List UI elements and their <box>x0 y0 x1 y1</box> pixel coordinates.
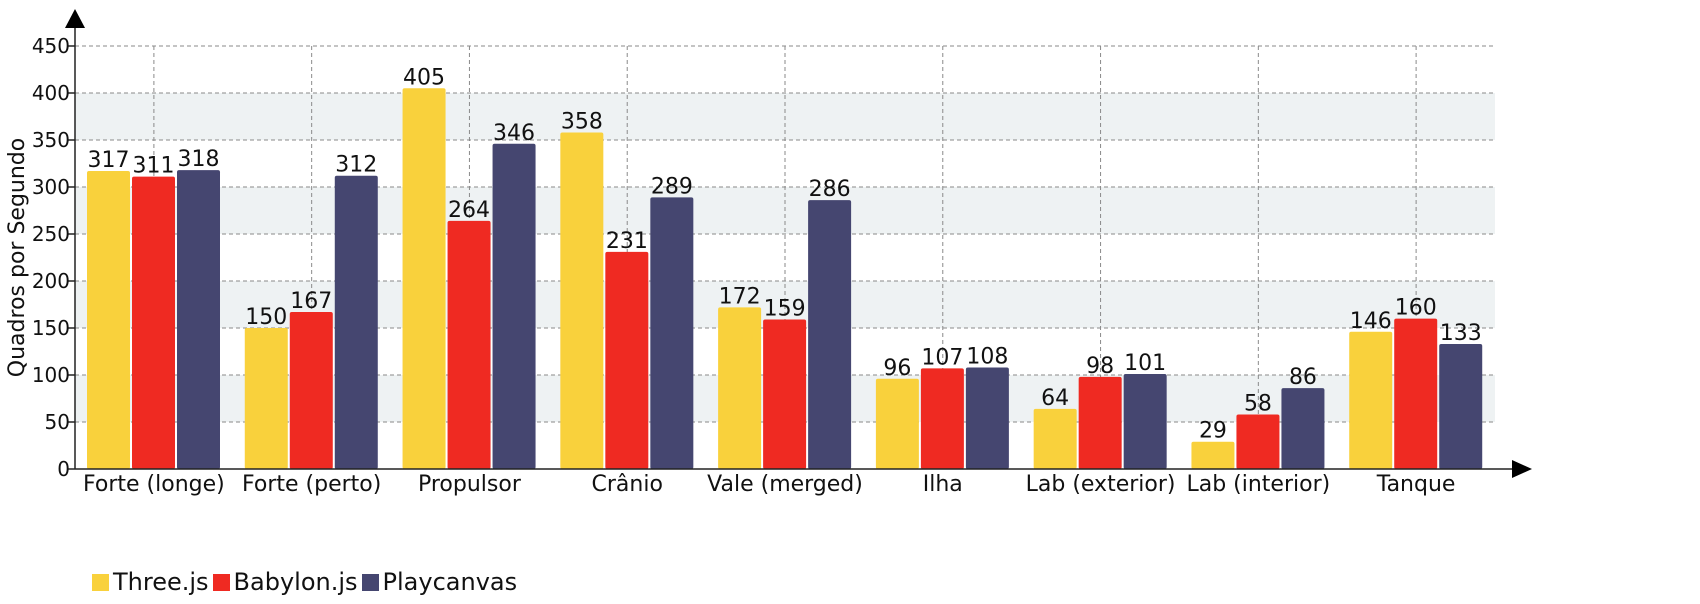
data-label-three-js-vale-merged: 172 <box>719 284 761 309</box>
bar-three-js-lab-exterior <box>1033 408 1077 469</box>
bar-babylon-js-cranio <box>605 251 649 469</box>
bar-babylon-js-lab-exterior <box>1078 376 1122 469</box>
data-label-three-js-forte-perto: 150 <box>245 305 287 330</box>
bar-playcanvas-lab-interior <box>1281 388 1325 469</box>
bar-playcanvas-vale-merged <box>808 200 852 469</box>
y-tick-label: 200 <box>32 269 70 293</box>
data-label-three-js-ilha: 96 <box>883 356 911 381</box>
bar-three-js-propulsor <box>402 88 446 470</box>
y-tick-label: 100 <box>32 363 70 387</box>
bar-playcanvas-cranio <box>650 197 694 469</box>
data-label-babylon-js-forte-perto: 167 <box>290 289 332 314</box>
data-label-babylon-js-lab-exterior: 98 <box>1086 354 1114 379</box>
legend-label-playcanvas: Playcanvas <box>382 568 518 596</box>
data-label-babylon-js-lab-interior: 58 <box>1244 391 1272 416</box>
bar-babylon-js-forte-perto <box>289 312 333 469</box>
legend-item-playcanvas: Playcanvas <box>361 568 518 596</box>
data-label-babylon-js-tanque: 160 <box>1395 296 1437 321</box>
data-label-three-js-cranio: 358 <box>561 109 603 134</box>
y-tick-label: 150 <box>32 316 70 340</box>
data-label-babylon-js-cranio: 231 <box>606 229 648 254</box>
data-label-babylon-js-ilha: 107 <box>921 345 963 370</box>
y-axis-title: Quadros por Segundo <box>5 138 30 377</box>
bar-three-js-tanque <box>1349 331 1393 469</box>
x-category-label-lab-interior: Lab (interior) <box>1186 472 1330 497</box>
bar-playcanvas-forte-longe <box>177 170 220 469</box>
data-label-playcanvas-lab-interior: 86 <box>1289 365 1317 390</box>
bar-three-js-forte-longe <box>87 171 130 469</box>
bar-playcanvas-lab-exterior <box>1123 374 1167 469</box>
bar-three-js-ilha <box>875 378 919 469</box>
bar-babylon-js-propulsor <box>447 220 491 469</box>
data-label-playcanvas-forte-longe: 318 <box>178 147 220 172</box>
data-label-babylon-js-propulsor: 264 <box>448 198 490 223</box>
y-tick-label: 0 <box>57 457 70 481</box>
data-label-babylon-js-forte-longe: 311 <box>133 154 175 179</box>
bar-babylon-js-vale-merged <box>763 319 807 469</box>
y-tick-label: 250 <box>32 222 70 246</box>
data-label-three-js-tanque: 146 <box>1350 309 1392 334</box>
data-label-babylon-js-vale-merged: 159 <box>764 297 806 322</box>
y-tick-label: 450 <box>32 34 70 58</box>
data-label-playcanvas-vale-merged: 286 <box>809 177 851 202</box>
bar-babylon-js-ilha <box>920 368 964 469</box>
data-label-three-js-lab-interior: 29 <box>1199 419 1227 444</box>
x-category-label-cranio: Crânio <box>592 472 663 497</box>
legend-label-babylonjs: Babylon.js <box>233 568 358 596</box>
x-category-label-forte-perto: Forte (perto) <box>242 472 381 497</box>
bar-playcanvas-propulsor <box>492 143 536 469</box>
legend-label-threejs: Three.js <box>113 568 209 596</box>
y-axis-arrow-icon <box>65 9 85 28</box>
data-label-playcanvas-cranio: 289 <box>651 174 693 199</box>
bar-babylon-js-tanque <box>1394 318 1438 469</box>
x-axis-arrow-icon <box>1512 460 1532 478</box>
x-category-label-vale-merged: Vale (merged) <box>707 472 863 497</box>
data-label-three-js-lab-exterior: 64 <box>1041 386 1069 411</box>
bar-three-js-forte-perto <box>244 328 288 469</box>
data-label-playcanvas-lab-exterior: 101 <box>1124 351 1166 376</box>
bar-babylon-js-lab-interior <box>1236 414 1280 469</box>
y-tick-label: 350 <box>32 128 70 152</box>
legend-swatch-playcanvas <box>361 573 379 591</box>
bar-three-js-cranio <box>560 132 604 470</box>
data-label-playcanvas-tanque: 133 <box>1440 321 1482 346</box>
axes <box>65 9 1532 478</box>
bar-three-js-lab-interior <box>1191 441 1235 469</box>
x-category-label-forte-longe: Forte (longe) <box>83 472 225 497</box>
labels: 0 50 100 150 200 250 300 350 400 450 317 150 405 358 1… <box>32 34 1482 497</box>
legend-item-threejs: Three.js <box>92 568 209 596</box>
x-category-label-lab-exterior: Lab (exterior) <box>1026 472 1176 497</box>
bars <box>87 88 1483 470</box>
x-category-label-propulsor: Propulsor <box>418 472 522 497</box>
legend-item-babylonjs: Babylon.js <box>212 568 358 596</box>
data-label-playcanvas-ilha: 108 <box>966 344 1008 369</box>
legend: Three.js Babylon.js Playcanvas <box>92 560 517 604</box>
x-category-label-tanque: Tanque <box>1376 472 1456 497</box>
data-label-three-js-propulsor: 405 <box>403 65 445 90</box>
bar-playcanvas-forte-perto <box>334 175 378 469</box>
data-label-playcanvas-propulsor: 346 <box>493 121 535 146</box>
bar-playcanvas-tanque <box>1439 343 1483 469</box>
y-tick-label: 300 <box>32 175 70 199</box>
legend-swatch-threejs <box>92 573 109 591</box>
bar-three-js-vale-merged <box>718 307 762 469</box>
bar-babylon-js-forte-longe <box>132 176 175 469</box>
y-tick-label: 50 <box>45 410 70 434</box>
x-category-label-ilha: Ilha <box>923 472 963 497</box>
legend-swatch-babylonjs <box>212 573 230 591</box>
data-label-three-js-forte-longe: 317 <box>88 148 130 173</box>
bar-playcanvas-ilha <box>965 367 1009 469</box>
data-label-playcanvas-forte-perto: 312 <box>335 153 377 178</box>
y-tick-label: 400 <box>32 81 70 105</box>
